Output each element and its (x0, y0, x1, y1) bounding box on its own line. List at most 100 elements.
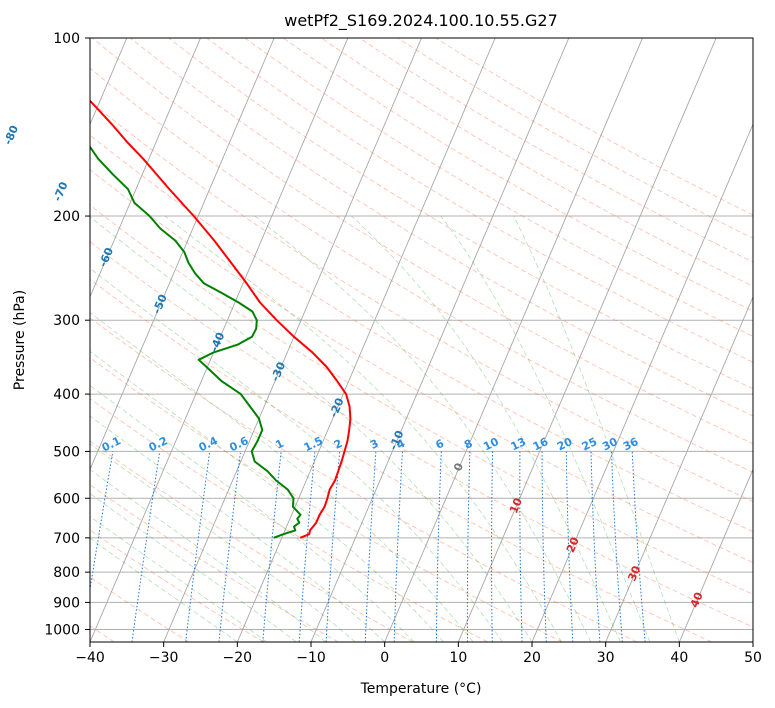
isotherm-line (90, 38, 201, 299)
mixing-ratio-label: 10 (481, 435, 501, 454)
dry-adiabat-line (90, 241, 753, 628)
x-tick-label: −40 (75, 650, 105, 666)
dry-adiabat-line (244, 38, 753, 337)
isotherm-label: 20 (564, 535, 582, 554)
moist-adiabat-line (90, 493, 297, 642)
mixing-ratio-line (491, 451, 494, 642)
mixing-ratio-line (519, 451, 523, 642)
mixing-ratio-label: 25 (580, 435, 599, 453)
isotherm-line (531, 123, 753, 642)
isotherm-label: 40 (688, 590, 706, 609)
dry-adiabat-line (90, 134, 753, 533)
y-tick-label: 700 (53, 531, 80, 547)
moist-adiabat-line (164, 215, 562, 642)
x-tick-label: −10 (296, 650, 326, 666)
moist-adiabat-line (513, 215, 680, 642)
mixing-ratio-line (590, 451, 601, 642)
dry-adiabat-line (90, 67, 753, 473)
isotherm-line (384, 38, 643, 642)
chart-title: wetPf2_S169.2024.100.10.55.G27 (284, 11, 558, 31)
y-tick-label: 1000 (44, 622, 80, 638)
mixing-ratio-line (364, 451, 377, 642)
sounding-profiles (90, 99, 352, 539)
mixing-ratio-label: 30 (600, 435, 620, 454)
moist-adiabat-line (90, 537, 238, 642)
dry-adiabat-line (206, 38, 753, 363)
dry-adiabat-line (90, 357, 563, 642)
x-tick-label: 0 (380, 650, 389, 666)
moist-adiabat-line (90, 350, 444, 642)
isotherm-line (310, 38, 570, 642)
dry-adiabat-line (90, 398, 488, 642)
mixing-ratio-line (435, 451, 442, 642)
isotherm-line (90, 38, 349, 642)
mixing-ratio-label: 36 (621, 435, 641, 454)
isotherm-label: 10 (507, 496, 525, 515)
y-tick-label: 400 (53, 387, 80, 403)
mixing-ratio-line (298, 451, 316, 642)
y-tick-label: 100 (53, 31, 80, 47)
dry-adiabat-line (90, 317, 638, 642)
dry-adiabat-line (168, 38, 753, 390)
y-tick-label: 300 (53, 313, 80, 329)
moist-adiabat-line (90, 267, 503, 642)
mixing-ratio-line (218, 451, 241, 642)
mixing-ratio-line (466, 451, 471, 642)
moist-adiabat-line (254, 215, 592, 642)
temperature-profile (90, 99, 352, 539)
plot-frame (89, 37, 754, 643)
dry-adiabat-line (90, 204, 753, 595)
mixing-ratio-line (185, 451, 211, 642)
mixing-ratio-line (393, 451, 403, 642)
mixing-ratio-label: 20 (555, 435, 575, 454)
mixing-ratio-line (541, 451, 547, 642)
x-tick-label: 40 (670, 650, 688, 666)
isotherm-line (678, 468, 753, 642)
moist-adiabat-line (90, 216, 533, 642)
moist-adiabat-line (90, 443, 356, 642)
x-tick-label: 20 (523, 650, 541, 666)
moist-adiabat-line (440, 215, 651, 642)
dry-adiabat-line (90, 529, 264, 642)
y-axis-label: Pressure (hPa) (12, 290, 28, 390)
y-tick-label: 900 (53, 595, 80, 611)
x-tick-label: 30 (597, 650, 615, 666)
isotherm-line (163, 38, 422, 642)
isotherm-line (605, 295, 753, 642)
dewpoint-profile (90, 145, 302, 539)
y-tick-label: 600 (53, 491, 80, 507)
dry-adiabat-line (90, 100, 753, 503)
isotherm-line (90, 38, 275, 471)
mixing-ratio-line (611, 451, 623, 642)
dry-adiabat-line (130, 38, 753, 417)
y-tick-label: 200 (53, 209, 80, 225)
x-tick-label: 10 (449, 650, 467, 666)
moist-adiabat-line (90, 415, 385, 642)
x-axis-ticks: −40 −30 −20 −10 0 10 20 30 40 50 (75, 642, 762, 666)
moist-adiabat-line (351, 215, 621, 642)
background-lines (90, 38, 753, 642)
dry-adiabat-line (90, 440, 414, 642)
y-axis-ticks: 100 200 300 400 500 600 700 800 900 1000 (44, 31, 90, 638)
mixing-ratio-line (262, 451, 282, 642)
isotherm-line (457, 38, 717, 642)
mixing-ratio-line (631, 451, 646, 642)
x-tick-label: 50 (744, 650, 762, 666)
moist-adiabat-line (90, 312, 474, 642)
x-axis-label: Temperature (°C) (360, 681, 482, 697)
isotherm-line (236, 38, 496, 642)
moist-adiabat-line (90, 469, 326, 642)
x-tick-label: −20 (223, 650, 253, 666)
isotherm-label: 30 (625, 564, 643, 583)
dry-adiabat-line (90, 169, 753, 563)
mixing-ratio-line (325, 451, 341, 642)
dry-adiabat-line (90, 278, 712, 642)
y-tick-label: 800 (53, 565, 80, 581)
mixing-ratio-label: 16 (531, 435, 551, 454)
mixing-ratio-line (565, 451, 574, 642)
x-tick-label: −30 (149, 650, 179, 666)
mixing-ratio-label: 13 (509, 435, 528, 453)
y-tick-label: 500 (53, 444, 80, 460)
